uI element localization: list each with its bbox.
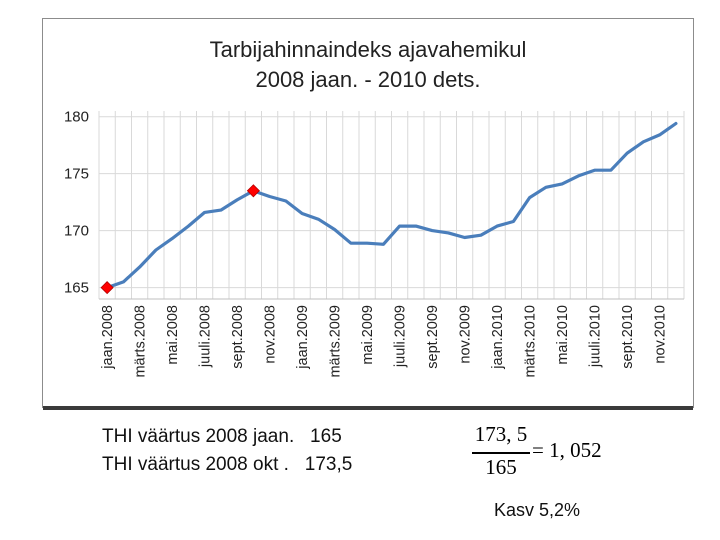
x-tick-label: märts.2010 (523, 305, 539, 378)
y-tick-label: 175 (64, 166, 89, 183)
x-tick-label: jaan.2008 (100, 305, 116, 370)
y-axis-ticks: 165 170 175 180 (64, 109, 89, 297)
x-tick-label: mai.2009 (360, 305, 376, 365)
highlight-marker (246, 184, 260, 198)
x-tick-label: sept.2009 (425, 305, 441, 369)
data-point (626, 152, 628, 154)
chart-title: Tarbijahinnaindeks ajavahemikul 2008 jaan… (210, 37, 527, 92)
data-point (463, 236, 466, 239)
x-tick-label: juuli.2009 (393, 305, 409, 368)
fraction-result: = 1, 052 (532, 438, 602, 462)
ratio-formula: 173, 5 165 = 1, 052 (472, 422, 622, 482)
data-point (398, 225, 401, 227)
x-tick-label: juuli.2008 (198, 305, 214, 368)
data-point (187, 225, 190, 227)
fraction-denominator: 165 (485, 455, 517, 479)
x-tick-label: sept.2010 (620, 305, 636, 369)
x-axis-ticks: jaan.2008 märts.2008 mai.2008 juuli.2008 sep… (100, 305, 669, 378)
x-tick-label: mai.2008 (165, 305, 181, 365)
data-point (577, 175, 580, 177)
data-point (155, 249, 157, 251)
data-point (138, 266, 141, 268)
x-tick-label: jaan.2010 (490, 305, 506, 370)
x-tick-label: nov.2009 (458, 305, 474, 364)
fraction-numerator: 173, 5 (474, 422, 528, 446)
data-point (317, 218, 320, 221)
data-point (415, 225, 417, 227)
data-point (382, 243, 385, 246)
data-point (675, 122, 677, 125)
highlight-marker (100, 281, 114, 295)
data-point (610, 169, 612, 172)
data-point (220, 209, 222, 211)
data-point (236, 199, 238, 201)
highlight-markers (100, 184, 260, 295)
chart-title-line-1: Tarbijahinnaindeks ajavahemikul (210, 37, 527, 62)
data-point (447, 232, 450, 234)
data-series (105, 121, 678, 290)
data-point (333, 228, 336, 231)
growth-label: Kasv 5,2% (494, 500, 581, 520)
y-tick-label: 165 (64, 280, 89, 297)
x-tick-label: märts.2009 (328, 305, 344, 378)
data-point (642, 140, 645, 143)
y-tick-label: 180 (64, 109, 89, 126)
data-point (122, 281, 125, 283)
data-point (658, 134, 661, 136)
data-point (350, 242, 352, 244)
fraction-bar (472, 452, 530, 454)
data-point (512, 220, 515, 223)
note-jan-value: THI väärtus 2008 jaan. 165 (102, 426, 342, 447)
data-point (268, 195, 271, 198)
data-point (203, 211, 206, 214)
x-tick-label: sept.2008 (230, 305, 246, 369)
data-point (285, 200, 287, 202)
chart-grid (98, 111, 685, 300)
note-oct-value: THI väärtus 2008 okt . 173,5 (102, 454, 353, 475)
chart-title-line-2: 2008 jaan. - 2010 dets. (255, 67, 480, 92)
data-point (171, 237, 173, 240)
data-point (496, 225, 498, 227)
x-tick-label: juuli.2010 (588, 305, 604, 368)
chart-frame: Tarbijahinnaindeks ajavahemikul 2008 jaan… (42, 18, 694, 410)
data-point (301, 212, 303, 215)
data-point (431, 229, 433, 232)
data-point (593, 169, 596, 172)
data-point (366, 242, 368, 244)
series-line-0 (105, 121, 678, 290)
data-point (545, 186, 547, 189)
x-tick-label: nov.2010 (653, 305, 669, 364)
y-tick-label: 170 (64, 223, 89, 240)
line-chart: Tarbijahinnaindeks ajavahemikul 2008 jaan… (64, 37, 685, 378)
x-tick-label: jaan.2009 (295, 305, 311, 370)
data-point (561, 183, 563, 185)
data-point (480, 234, 482, 236)
x-tick-label: märts.2008 (133, 305, 149, 378)
x-tick-label: mai.2010 (555, 305, 571, 365)
x-tick-label: nov.2008 (263, 305, 279, 364)
data-point (528, 196, 531, 199)
